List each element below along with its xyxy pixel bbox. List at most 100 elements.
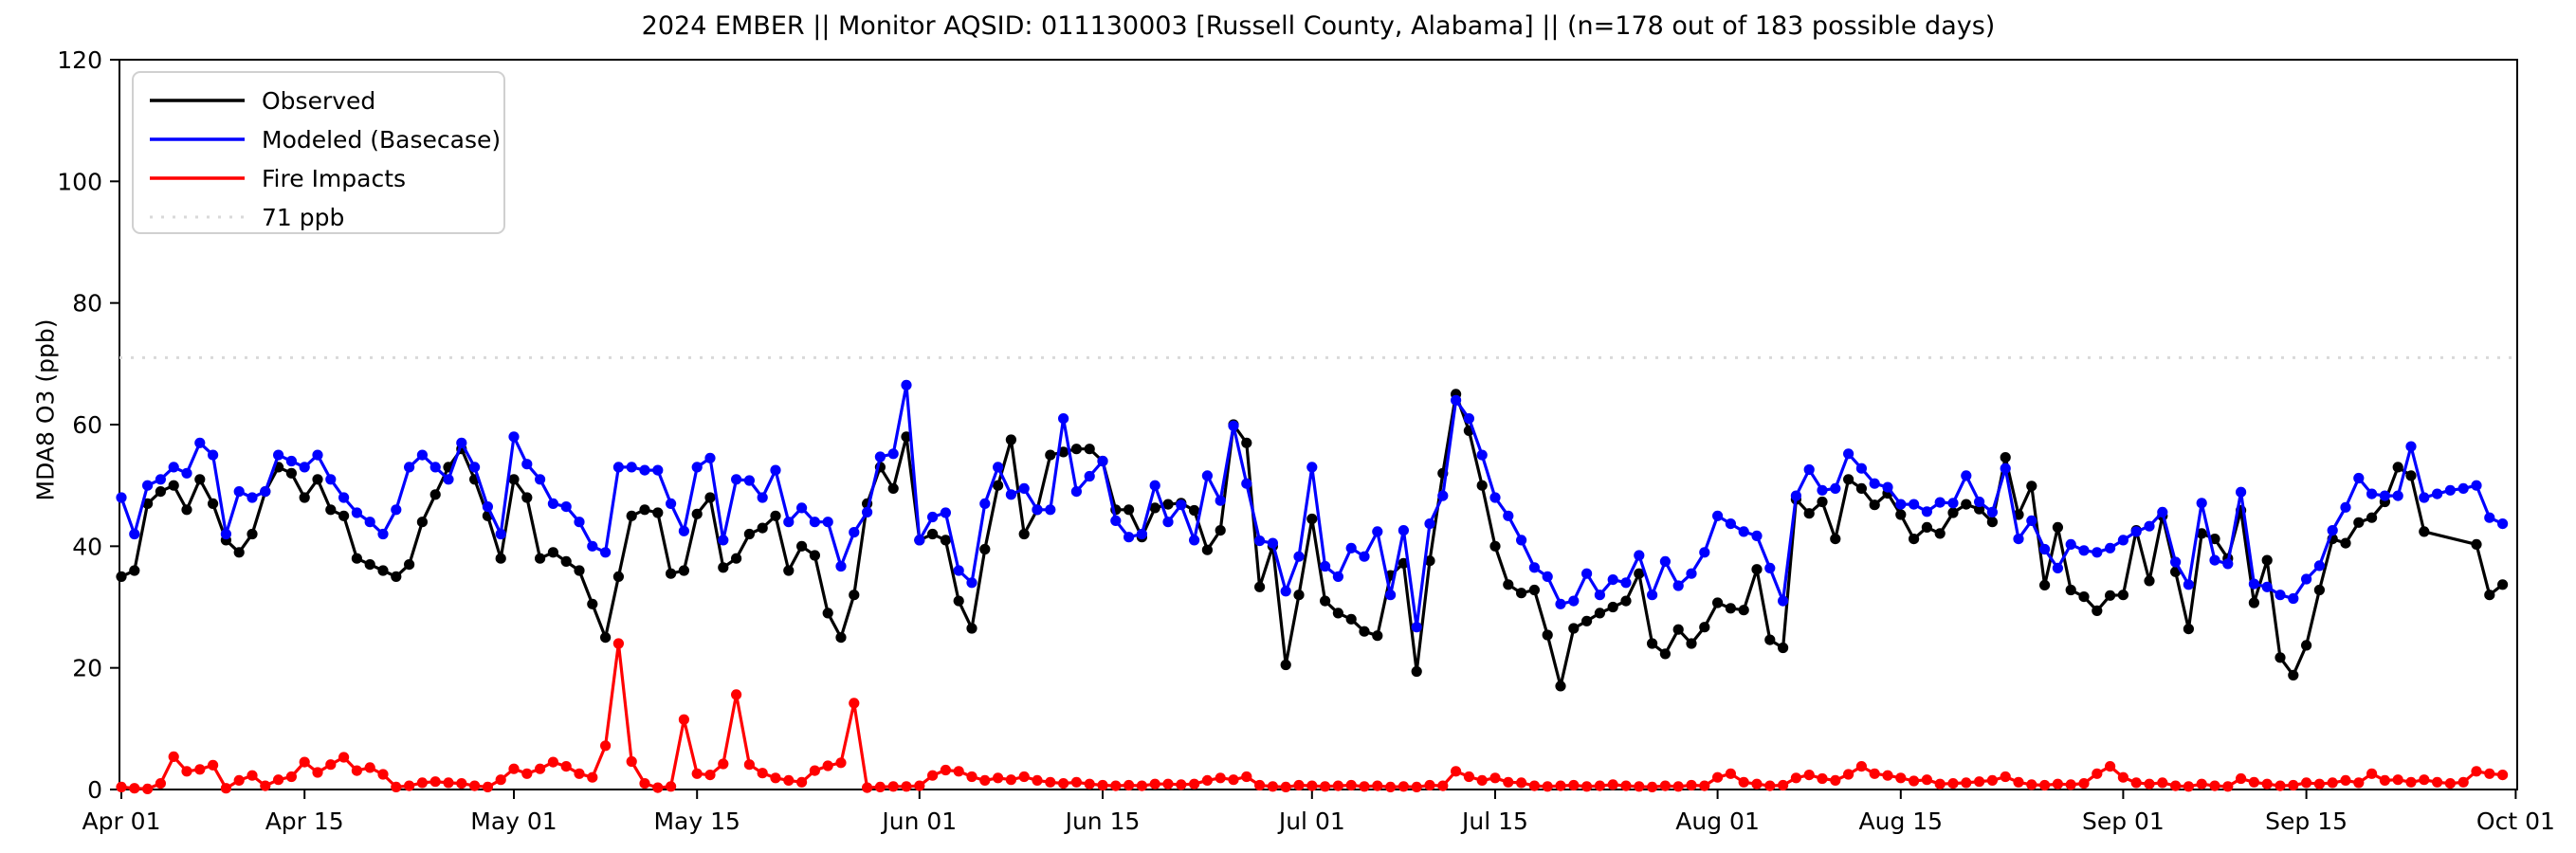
observed-marker [1843, 474, 1854, 485]
fire-impacts-marker [1725, 768, 1736, 779]
observed-marker [325, 504, 337, 516]
fire-impacts-marker [691, 768, 703, 779]
modeled-basecase-marker [2340, 501, 2351, 513]
observed-marker [1280, 659, 1291, 671]
observed-marker [796, 540, 808, 552]
modeled-basecase-marker [404, 462, 415, 473]
fire-impacts-marker [2248, 776, 2259, 788]
fire-impacts-marker [495, 774, 506, 786]
observed-marker [521, 492, 533, 503]
fire-impacts-marker [325, 759, 337, 771]
fire-impacts-marker [1503, 776, 1514, 788]
modeled-basecase-marker [1764, 562, 1776, 574]
fire-impacts-marker [2039, 779, 2051, 791]
modeled-basecase-marker [2144, 520, 2155, 532]
observed-marker [2065, 584, 2076, 596]
observed-marker [1672, 624, 1684, 635]
y-tick-label: 60 [72, 411, 102, 439]
fire-impacts-marker [704, 770, 716, 781]
modeled-basecase-marker [2275, 590, 2286, 601]
observed-marker [1476, 480, 1488, 491]
fire-impacts-marker [770, 772, 781, 784]
fire-impacts-marker [1451, 766, 1462, 777]
observed-marker [1594, 608, 1605, 619]
modeled-basecase-marker [2313, 560, 2325, 572]
modeled-basecase-marker [612, 462, 625, 473]
fire-impacts-marker [1320, 781, 1331, 792]
fire-impacts-marker [443, 777, 454, 789]
modeled-basecase-marker [208, 449, 219, 461]
fire-impacts-marker [1005, 774, 1016, 786]
modeled-basecase-marker [2117, 535, 2128, 546]
fire-impacts-marker [508, 763, 520, 774]
modeled-basecase-marker [1672, 580, 1684, 591]
fire-impacts-marker [914, 780, 925, 791]
observed-marker [2484, 590, 2495, 601]
fire-impacts-marker [796, 776, 808, 788]
modeled-basecase-marker [1882, 481, 1893, 493]
observed-marker [639, 504, 650, 516]
observed-marker [600, 632, 612, 644]
fire-impacts-marker [2196, 778, 2207, 789]
modeled-basecase-marker [2183, 579, 2194, 590]
modeled-basecase-marker [1634, 550, 1645, 561]
observed-marker [2340, 537, 2351, 549]
modeled-basecase-marker [220, 528, 231, 540]
fire-impacts-marker [835, 757, 847, 769]
modeled-basecase-marker [1803, 463, 1815, 476]
fire-impacts-marker [2275, 780, 2286, 791]
modeled-basecase-marker [1725, 518, 1736, 530]
fire-impacts-marker [338, 752, 350, 763]
modeled-basecase-marker [1463, 413, 1474, 425]
modeled-basecase-marker [1594, 590, 1605, 601]
modeled-basecase-marker [2497, 518, 2509, 530]
modeled-basecase-marker [155, 474, 166, 485]
observed-marker [155, 486, 166, 498]
x-tick-label: Jul 15 [1460, 808, 1528, 835]
modeled-basecase-marker [247, 492, 258, 503]
observed-marker [993, 480, 1004, 491]
fire-impacts-marker [2327, 777, 2338, 789]
observed-marker [770, 510, 781, 521]
fire-impacts-marker [416, 777, 428, 789]
observed-marker [1934, 528, 1946, 539]
fire-impacts-marker [404, 780, 415, 791]
observed-marker [2261, 554, 2273, 566]
modeled-basecase-marker [560, 501, 572, 513]
observed-marker [2209, 534, 2220, 545]
modeled-basecase-marker [1699, 547, 1710, 558]
fire-impacts-marker [2222, 781, 2234, 792]
modeled-basecase-marker [1215, 495, 1226, 506]
fire-impacts-marker [940, 764, 952, 776]
modeled-basecase-marker [2405, 441, 2417, 452]
fire-impacts-marker [1489, 772, 1501, 784]
fire-impacts-marker [1424, 779, 1435, 791]
y-tick-label: 100 [57, 168, 102, 195]
fire-impacts-marker [822, 760, 833, 771]
observed-marker [587, 598, 598, 609]
modeled-basecase-marker [1058, 413, 1069, 425]
fire-impacts-marker [1070, 776, 1082, 788]
modeled-basecase-marker [862, 506, 873, 518]
fire-impacts-marker [220, 783, 231, 794]
modeled-basecase-marker [1542, 571, 1553, 583]
observed-marker [1738, 605, 1749, 616]
modeled-basecase-marker [1124, 532, 1135, 543]
fire-impacts-marker [2144, 778, 2155, 789]
observed-marker [194, 474, 206, 485]
observed-marker [731, 553, 742, 564]
observed-marker [1869, 499, 1880, 511]
modeled-basecase-marker [1110, 515, 1122, 527]
fire-impacts-marker [1345, 779, 1357, 791]
observed-marker [574, 565, 585, 576]
fire-impacts-marker [666, 781, 677, 792]
observed-marker [1947, 507, 1959, 518]
modeled-basecase-marker [626, 462, 637, 473]
legend-label-threshold: 71 ppb [262, 204, 344, 231]
observed-marker [1045, 449, 1056, 461]
fire-impacts-marker [1803, 770, 1815, 781]
observed-marker [364, 559, 375, 571]
fire-impacts-marker [2236, 772, 2247, 785]
fire-impacts-marker [1437, 780, 1449, 791]
modeled-basecase-marker [1241, 478, 1252, 489]
